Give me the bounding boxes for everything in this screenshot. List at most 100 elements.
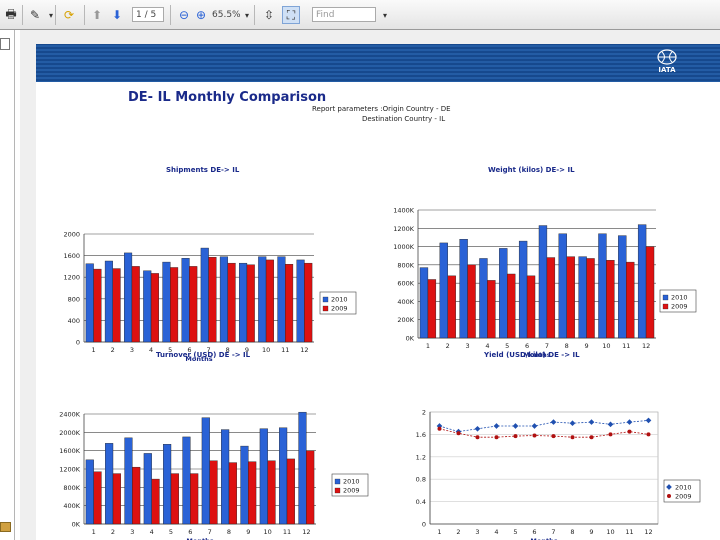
y-tick-label: 400 bbox=[68, 317, 80, 325]
pages-panel-icon[interactable] bbox=[0, 38, 10, 50]
x-tick-label: 3 bbox=[130, 528, 134, 536]
x-tick-label: 11 bbox=[622, 342, 630, 350]
y-tick-label: 0K bbox=[72, 521, 81, 529]
x-axis-title: Months bbox=[186, 537, 213, 540]
bar-2010-month-7 bbox=[201, 417, 210, 525]
print-icon[interactable]: 🖶 bbox=[5, 6, 17, 21]
x-tick-label: 11 bbox=[625, 528, 633, 536]
bar-2009-month-6 bbox=[190, 473, 199, 525]
x-axis-title: Months bbox=[185, 355, 212, 363]
bar-2009-month-9 bbox=[586, 258, 595, 339]
bar-2009-month-7 bbox=[546, 257, 556, 339]
x-tick-label: 7 bbox=[551, 528, 555, 536]
tools-icon[interactable]: ✎ bbox=[29, 8, 41, 22]
x-tick-label: 6 bbox=[188, 528, 192, 536]
fit-width-icon[interactable]: ⛶ bbox=[282, 6, 300, 24]
zoom-select[interactable]: 65.5% bbox=[212, 10, 241, 20]
x-tick-label: 1 bbox=[92, 528, 96, 536]
y-tick-label: 400K bbox=[397, 298, 414, 306]
bar-2009-month-3 bbox=[131, 266, 140, 343]
bar-2009-month-8 bbox=[227, 262, 236, 343]
bar-2009-month-2 bbox=[447, 275, 456, 339]
bar-2009-month-10 bbox=[606, 260, 615, 339]
params-origin: Report parameters :Origin Country - DE bbox=[312, 105, 451, 113]
toolbar-separator bbox=[55, 5, 56, 25]
x-tick-label: 10 bbox=[606, 528, 614, 536]
bar-2010-month-8 bbox=[219, 256, 228, 343]
page-number-input[interactable]: 1 / 5 bbox=[132, 7, 164, 22]
bar-2009-month-7 bbox=[209, 460, 218, 525]
x-tick-label: 8 bbox=[570, 528, 574, 536]
x-tick-label: 6 bbox=[525, 342, 529, 350]
dropdown-arrow-icon[interactable]: ▾ bbox=[48, 10, 53, 20]
report-parameters: Report parameters :Origin Country - DE D… bbox=[312, 104, 451, 124]
legend-label-2009: 2009 bbox=[331, 305, 348, 313]
bar-2010-month-1 bbox=[85, 459, 94, 525]
next-page-icon[interactable]: ⬇ bbox=[111, 8, 123, 22]
previous-page-icon[interactable]: ⬆ bbox=[91, 8, 103, 22]
point-2009-month-6 bbox=[532, 433, 537, 438]
bar-2010-month-3 bbox=[459, 239, 468, 339]
zoom-out-icon[interactable]: ⊖ bbox=[178, 8, 190, 22]
legend-box bbox=[659, 289, 697, 313]
bar-2009-month-8 bbox=[228, 462, 237, 525]
toolbar-separator bbox=[254, 5, 255, 25]
point-2009-month-1 bbox=[437, 426, 442, 431]
x-axis-title: Months bbox=[523, 351, 550, 359]
y-tick-label: 1000K bbox=[393, 243, 415, 251]
bar-2010-month-10 bbox=[259, 428, 268, 525]
x-tick-label: 6 bbox=[532, 528, 536, 536]
bar-2009-month-5 bbox=[507, 273, 516, 339]
chart-title-turnover: Turnover (USD) DE -> IL bbox=[156, 351, 251, 359]
series-line-2009 bbox=[439, 428, 649, 438]
x-tick-label: 3 bbox=[475, 528, 479, 536]
bar-2009-month-11 bbox=[285, 264, 294, 343]
y-tick-label: 800K bbox=[63, 484, 80, 492]
x-tick-label: 5 bbox=[505, 342, 509, 350]
x-tick-label: 2 bbox=[111, 528, 115, 536]
find-dropdown-icon[interactable]: ▾ bbox=[382, 10, 387, 20]
iata-logo: IATA bbox=[650, 48, 684, 78]
params-destination: Destination Country - IL bbox=[362, 115, 446, 123]
bar-2010-month-1 bbox=[419, 267, 429, 339]
zoom-in-icon[interactable]: ⊕ bbox=[195, 8, 207, 22]
x-tick-label: 2 bbox=[111, 346, 115, 354]
legend-marker-2009 bbox=[662, 303, 669, 310]
x-tick-label: 1 bbox=[437, 528, 441, 536]
point-2009-month-11 bbox=[627, 429, 632, 434]
x-tick-label: 4 bbox=[150, 528, 154, 536]
x-tick-label: 4 bbox=[494, 528, 498, 536]
bar-2010-month-4 bbox=[143, 453, 152, 525]
zoom-dropdown-icon[interactable]: ▾ bbox=[244, 10, 249, 20]
x-tick-label: 11 bbox=[283, 528, 291, 536]
find-input[interactable]: Find bbox=[312, 7, 376, 22]
bar-2009-month-5 bbox=[170, 267, 179, 343]
bar-2009-month-12 bbox=[304, 262, 313, 343]
x-tick-label: 4 bbox=[149, 346, 153, 354]
legend-marker-2010 bbox=[322, 296, 329, 303]
x-tick-label: 2 bbox=[456, 528, 460, 536]
bar-2009-month-1 bbox=[427, 279, 437, 339]
bar-2009-month-1 bbox=[93, 268, 102, 343]
x-tick-label: 7 bbox=[545, 342, 549, 350]
bar-2010-month-10 bbox=[598, 233, 607, 339]
bar-2009-month-1 bbox=[93, 471, 102, 525]
x-tick-label: 12 bbox=[644, 528, 652, 536]
bar-2010-month-5 bbox=[162, 261, 171, 343]
bar-2010-month-11 bbox=[279, 427, 288, 525]
legend-label-2010: 2010 bbox=[331, 296, 348, 304]
chart-title-shipments: Shipments DE-> IL bbox=[166, 166, 240, 174]
report-page: IATA DE- IL Monthly Comparison Report pa… bbox=[36, 44, 720, 540]
attachments-icon[interactable] bbox=[0, 522, 11, 532]
x-tick-label: 7 bbox=[208, 528, 212, 536]
y-tick-label: 2 bbox=[422, 409, 426, 417]
bar-2009-month-7 bbox=[208, 257, 217, 343]
x-tick-label: 4 bbox=[485, 342, 489, 350]
bar-2009-month-11 bbox=[286, 458, 295, 525]
fit-page-icon[interactable]: ⇳ bbox=[263, 8, 275, 22]
review-icon[interactable]: ⟳ bbox=[63, 8, 75, 22]
x-tick-label: 9 bbox=[246, 528, 250, 536]
y-tick-label: 600K bbox=[397, 280, 414, 288]
